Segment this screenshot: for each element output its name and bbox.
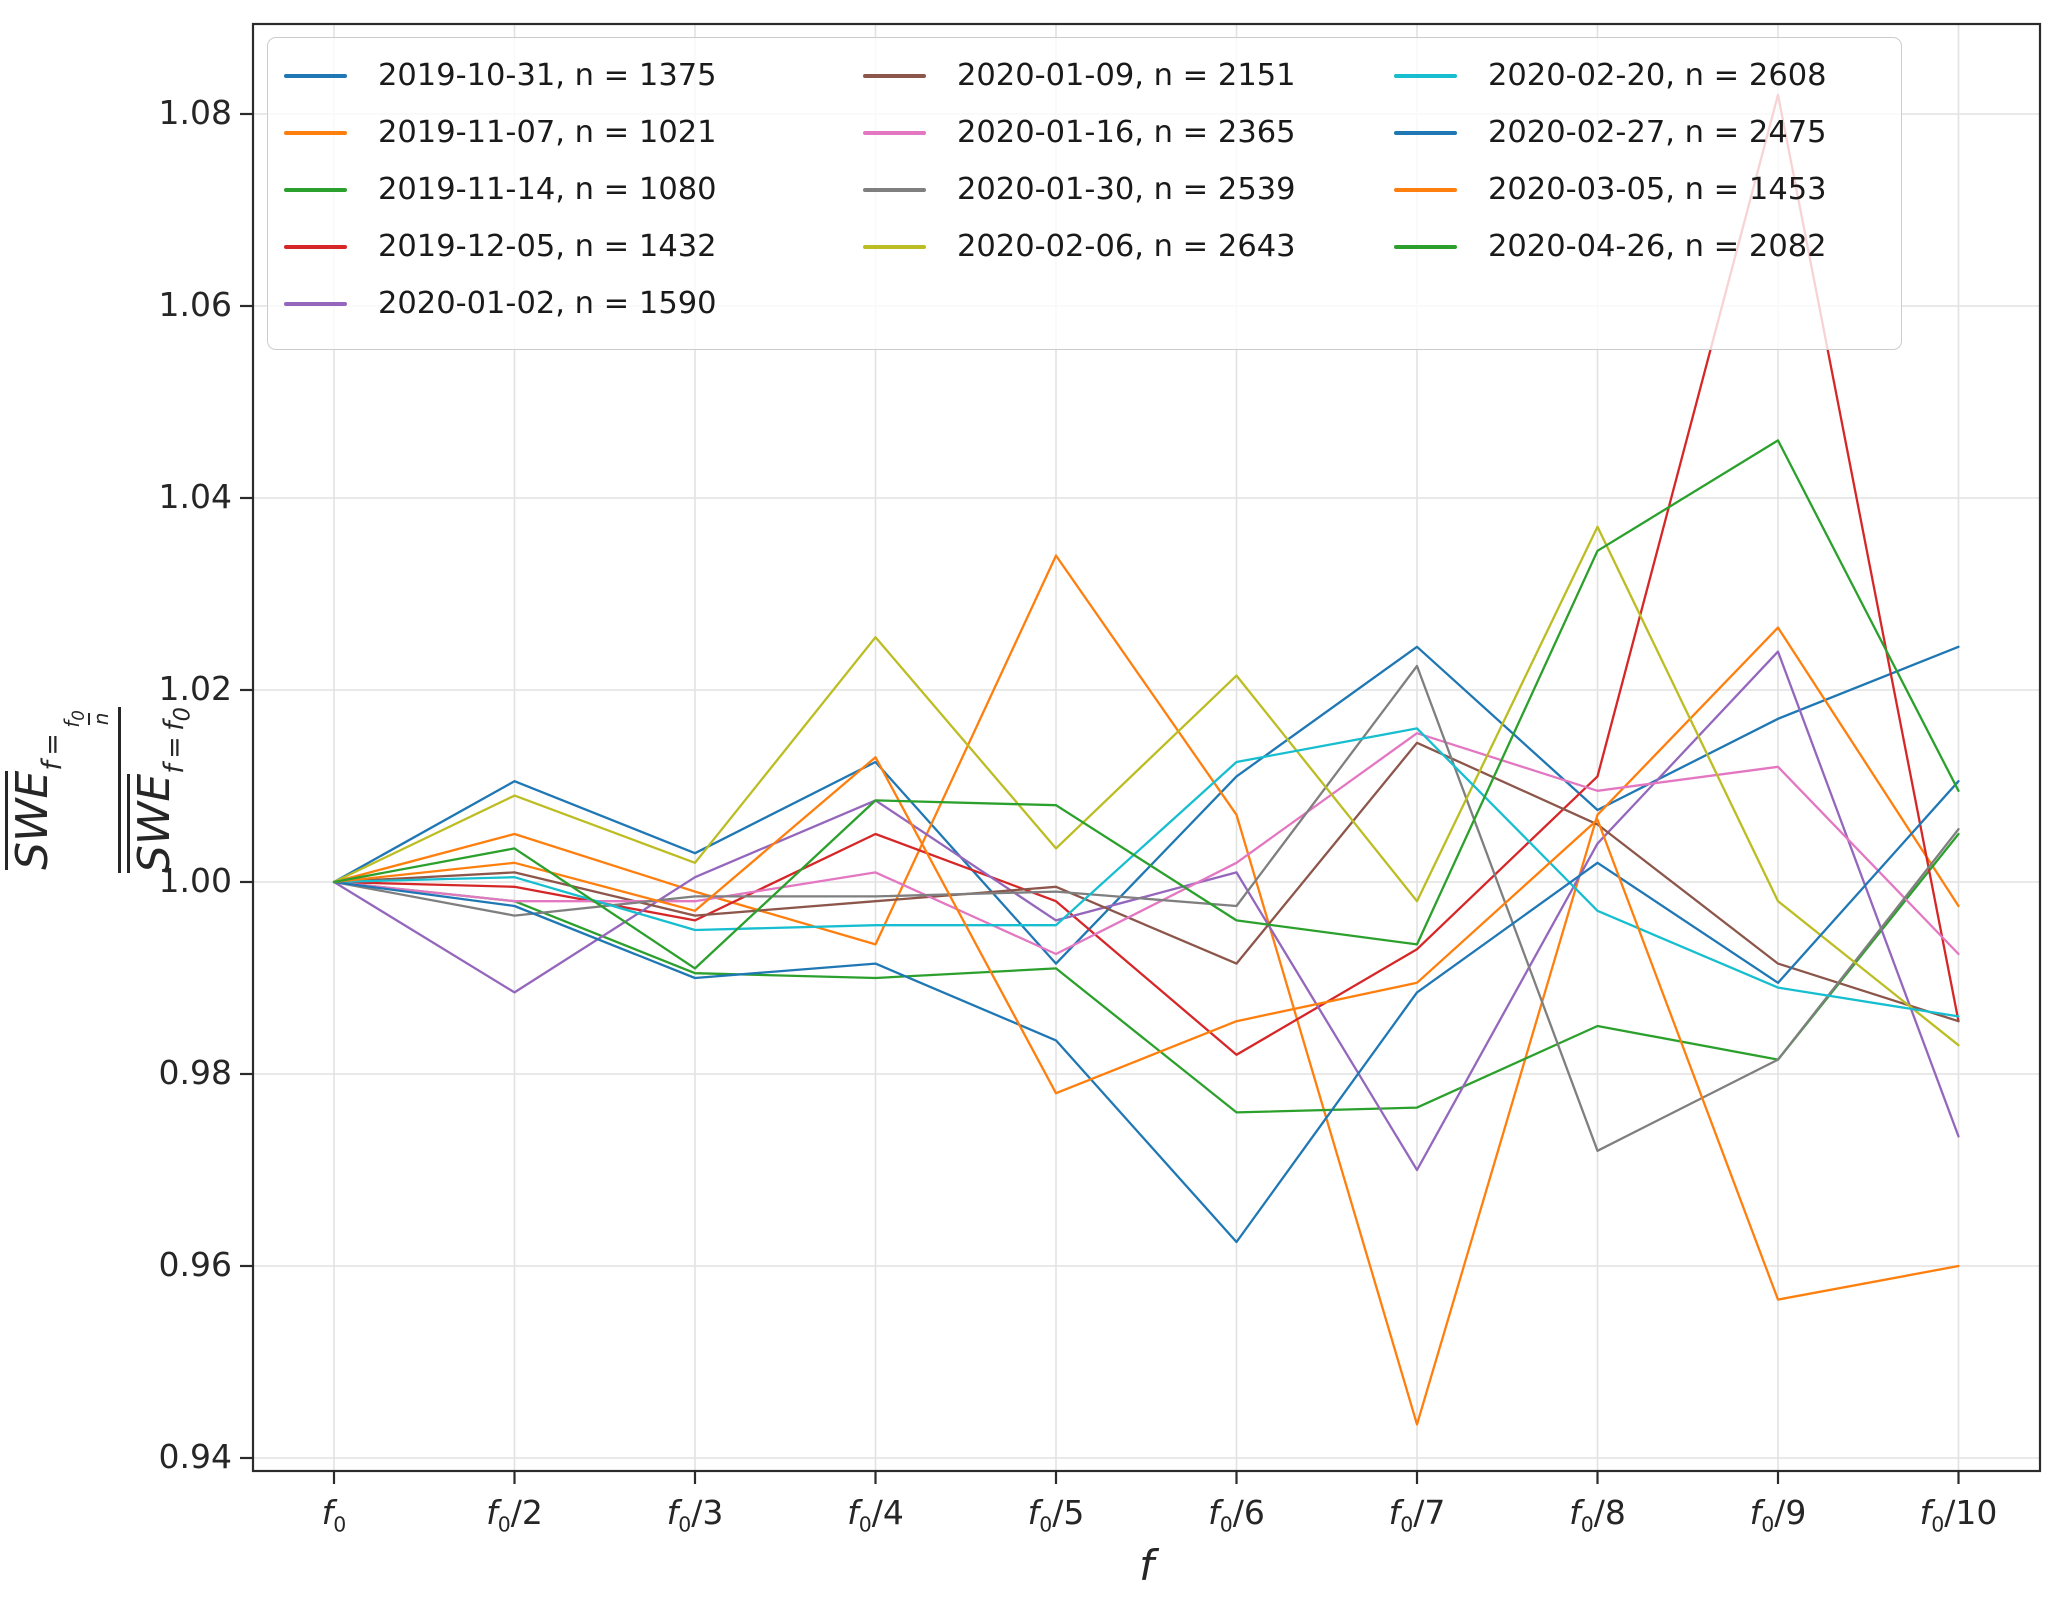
y-tick-label: 1.08 <box>158 93 232 132</box>
legend-label: 2020-01-09, n = 2151 <box>957 58 1296 93</box>
series-line-2020-04-26 <box>332 439 1960 970</box>
legend-line-swatch <box>1394 187 1457 192</box>
legend-label: 2020-02-06, n = 2643 <box>957 229 1296 264</box>
legend-line-swatch <box>863 73 926 78</box>
numerator-sub-fraction: f0 n <box>60 710 113 728</box>
x-tick-label: f0/3 <box>666 1493 724 1537</box>
legend-label: 2020-01-30, n = 2539 <box>957 172 1296 207</box>
y-tick-label: 0.96 <box>158 1245 232 1284</box>
legend-item: 2019-10-31, n = 1375 <box>284 58 717 93</box>
legend-item: 2020-02-20, n = 2608 <box>1394 58 1827 93</box>
legend-label: 2019-11-14, n = 1080 <box>378 172 717 207</box>
series-line-2019-11-07 <box>332 554 1960 1426</box>
x-tick-label: f0/4 <box>847 1493 904 1537</box>
y-tick-label: 0.98 <box>158 1053 232 1092</box>
series-line-2020-01-09 <box>332 741 1960 1023</box>
x-tick-label: f0/8 <box>1569 1493 1626 1537</box>
legend-line-swatch <box>1394 130 1457 135</box>
legend-line-swatch <box>863 187 926 192</box>
x-axis-label: f <box>1139 1541 1154 1590</box>
series-line-2020-02-06 <box>332 525 1960 1047</box>
x-tick-label: f0/10 <box>1919 1493 1998 1537</box>
series-line-2020-01-16 <box>332 732 1960 956</box>
legend-line-swatch <box>284 130 347 135</box>
legend-line-swatch <box>284 187 347 192</box>
tiny-frac-num: f0 <box>60 710 89 728</box>
fraction-bar <box>117 706 121 874</box>
legend-label: 2019-12-05, n = 1432 <box>378 229 717 264</box>
legend-line-swatch <box>284 244 347 249</box>
series-line-2020-02-20 <box>332 727 1960 1018</box>
legend-label: 2020-01-16, n = 2365 <box>957 115 1296 150</box>
legend-label: 2020-03-05, n = 1453 <box>1488 172 1827 207</box>
series-line-2020-03-05 <box>332 756 1960 1301</box>
legend-line-swatch <box>1394 244 1457 249</box>
x-tick-label: f0/2 <box>486 1493 543 1537</box>
numerator-swe: SWE <box>5 770 59 870</box>
legend-label: 2019-10-31, n = 1375 <box>378 58 717 93</box>
legend-label: 2020-02-20, n = 2608 <box>1488 58 1827 93</box>
series-line-2019-11-14 <box>332 832 1960 1114</box>
x-tick-label: f0/6 <box>1208 1493 1265 1537</box>
tiny-frac-den: n <box>87 712 113 726</box>
legend-label: 2019-11-07, n = 1021 <box>378 115 717 150</box>
legend-label: 2020-01-02, n = 1590 <box>378 286 717 321</box>
x-tick-label: f0 <box>321 1493 347 1537</box>
axes-spines <box>251 22 2042 1473</box>
numerator-sub-prefix: f = <box>37 727 69 771</box>
series-line-2020-01-30 <box>332 664 1960 1152</box>
legend-line-swatch <box>1394 73 1457 78</box>
series-line-2019-10-31 <box>332 645 1960 965</box>
legend-item: 2020-04-26, n = 2082 <box>1394 229 1827 264</box>
y-tick-label: 1.06 <box>158 285 232 324</box>
legend-item: 2020-01-30, n = 2539 <box>863 172 1296 207</box>
legend-item: 2019-11-14, n = 1080 <box>284 172 717 207</box>
legend-label: 2020-02-27, n = 2475 <box>1488 115 1827 150</box>
series-line-2020-02-27 <box>332 780 1960 1244</box>
y-tick-label: 0.94 <box>158 1437 232 1476</box>
legend-line-swatch <box>284 301 347 306</box>
series-line-2020-01-02 <box>332 650 1960 1172</box>
denominator-sub: f = f0 <box>158 706 195 774</box>
y-axis-label: SWEf = f0 n SWEf = f0 <box>5 625 195 955</box>
legend-item: 2020-03-05, n = 1453 <box>1394 172 1827 207</box>
x-tick-label: f0/7 <box>1388 1493 1446 1537</box>
x-tick-label: f0/9 <box>1749 1493 1807 1537</box>
y-tick-label: 1.00 <box>158 861 232 900</box>
legend-item: 2020-01-02, n = 1590 <box>284 286 717 321</box>
y-axis-fraction: SWEf = f0 n SWEf = f0 <box>5 706 195 874</box>
legend-item: 2020-01-09, n = 2151 <box>863 58 1296 93</box>
legend-item: 2020-02-06, n = 2643 <box>863 229 1296 264</box>
legend: 2019-10-31, n = 1375 2019-11-07, n = 1021… <box>267 37 1902 350</box>
legend-label: 2020-04-26, n = 2082 <box>1488 229 1827 264</box>
fraction-denominator: SWEf = f0 <box>126 706 195 874</box>
denominator-swe: SWE <box>126 773 180 874</box>
legend-line-swatch <box>863 244 926 249</box>
legend-item: 2020-01-16, n = 2365 <box>863 115 1296 150</box>
y-tick-label: 1.02 <box>158 669 232 708</box>
legend-item: 2019-11-07, n = 1021 <box>284 115 717 150</box>
legend-item: 2020-02-27, n = 2475 <box>1394 115 1827 150</box>
legend-line-swatch <box>284 73 347 78</box>
fraction-numerator: SWEf = f0 n <box>5 710 113 870</box>
legend-line-swatch <box>863 130 926 135</box>
y-tick-label: 1.04 <box>158 477 232 516</box>
x-tick-label: f0/5 <box>1027 1493 1085 1537</box>
legend-item: 2019-12-05, n = 1432 <box>284 229 717 264</box>
